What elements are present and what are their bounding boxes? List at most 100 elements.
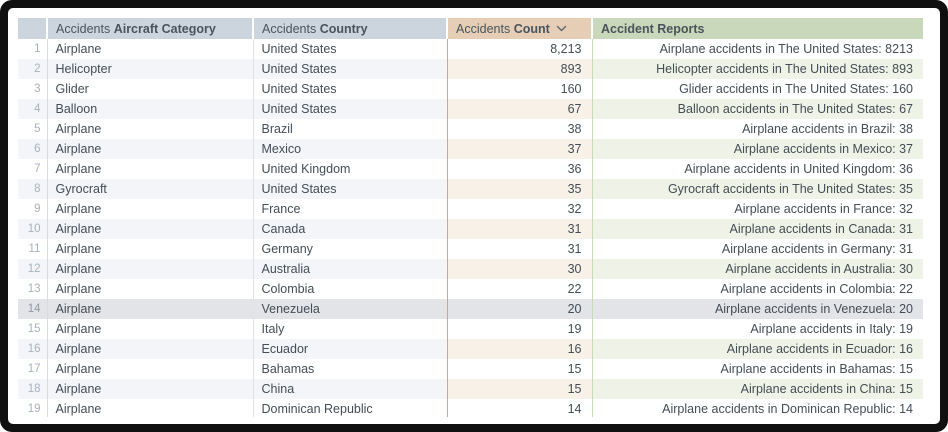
table-row[interactable]: 18 Airplane China 15 Airplane accidents in C…: [18, 379, 923, 399]
table-row[interactable]: 14 Airplane Venezuela 20 Airplane accidents …: [18, 299, 923, 319]
count-cell: 8,213: [447, 39, 593, 59]
table-row[interactable]: 12 Airplane Australia 30 Airplane accidents …: [18, 259, 923, 279]
accident-report-cell: Balloon accidents in The United States: …: [592, 99, 923, 119]
column-label: Country: [319, 21, 368, 36]
table-row[interactable]: 15 Airplane Italy 19 Airplane accidents in I…: [18, 319, 923, 339]
table-body: 1 Airplane United States 8,213 Airplane acci…: [18, 39, 923, 417]
table-row[interactable]: 5 Airplane Brazil 38 Airplane accidents in B…: [18, 119, 923, 139]
count-cell: 19: [447, 319, 593, 339]
country-cell: Ecuador: [253, 339, 448, 359]
row-number-cell: 19: [18, 399, 48, 417]
row-number-cell: 1: [18, 39, 48, 59]
accident-report-cell: Airplane accidents in Australia: 30: [592, 259, 923, 279]
table-row[interactable]: 9 Airplane France 32 Airplane accidents in F…: [18, 199, 923, 219]
country-cell: Venezuela: [253, 299, 448, 319]
country-cell: Mexico: [253, 139, 448, 159]
accident-report-cell: Airplane accidents in Dominican Republic…: [592, 399, 923, 417]
aircraft-category-cell: Airplane: [47, 319, 254, 339]
count-cell: 893: [447, 59, 593, 79]
count-cell: 15: [447, 359, 593, 379]
accident-report-cell: Airplane accidents in Canada: 31: [592, 219, 923, 239]
table-row[interactable]: 11 Airplane Germany 31 Airplane accidents in…: [18, 239, 923, 259]
accident-report-cell: Airplane accidents in Mexico: 37: [592, 139, 923, 159]
aircraft-category-cell: Helicopter: [47, 59, 254, 79]
aircraft-category-cell: Airplane: [47, 219, 254, 239]
country-cell: United States: [253, 179, 448, 199]
aircraft-category-cell: Airplane: [47, 199, 254, 219]
count-cell: 32: [447, 199, 593, 219]
country-cell: Australia: [253, 259, 448, 279]
aircraft-category-cell: Airplane: [47, 39, 254, 59]
accident-report-cell: Gyrocraft accidents in The United States…: [592, 179, 923, 199]
column-header-accident-reports[interactable]: Accident Reports: [592, 18, 923, 39]
column-header-country[interactable]: Accidents Country: [253, 18, 448, 39]
count-cell: 15: [447, 379, 593, 399]
country-cell: Bahamas: [253, 359, 448, 379]
count-cell: 35: [447, 179, 593, 199]
table-row[interactable]: 1 Airplane United States 8,213 Airplane acci…: [18, 39, 923, 59]
table-row[interactable]: 6 Airplane Mexico 37 Airplane accidents in M…: [18, 139, 923, 159]
table-row[interactable]: 17 Airplane Bahamas 15 Airplane accidents in…: [18, 359, 923, 379]
column-label: Count: [513, 22, 550, 36]
accident-report-cell: Airplane accidents in Ecuador: 16: [592, 339, 923, 359]
table-row[interactable]: 4 Balloon United States 67 Balloon accidents…: [18, 99, 923, 119]
row-number-cell: 17: [18, 359, 48, 379]
accident-report-cell: Airplane accidents in France: 32: [592, 199, 923, 219]
column-prefix: Accidents: [56, 21, 111, 36]
header-row: Accidents Aircraft Category Accidents Co…: [18, 18, 923, 39]
row-number-column-header: [18, 18, 48, 39]
accident-report-cell: Airplane accidents in Italy: 19: [592, 319, 923, 339]
row-number-cell: 16: [18, 339, 48, 359]
accident-report-cell: Airplane accidents in China: 15: [592, 379, 923, 399]
aircraft-category-cell: Airplane: [47, 139, 254, 159]
count-cell: 36: [447, 159, 593, 179]
country-cell: United Kingdom: [253, 159, 448, 179]
count-cell: 160: [447, 79, 593, 99]
country-cell: United States: [253, 39, 448, 59]
sort-descending-icon: [556, 18, 567, 38]
accidents-table-container: Accidents Aircraft Category Accidents Co…: [18, 18, 926, 417]
count-cell: 16: [447, 339, 593, 359]
row-number-cell: 3: [18, 79, 48, 99]
country-cell: Brazil: [253, 119, 448, 139]
aircraft-category-cell: Glider: [47, 79, 254, 99]
aircraft-category-cell: Airplane: [47, 279, 254, 299]
table-row[interactable]: 3 Glider United States 160 Glider accidents …: [18, 79, 923, 99]
table-row[interactable]: 8 Gyrocraft United States 35 Gyrocraft accid…: [18, 179, 923, 199]
count-cell: 14: [447, 399, 593, 417]
count-cell: 20: [447, 299, 593, 319]
aircraft-category-cell: Airplane: [47, 399, 254, 417]
country-cell: Italy: [253, 319, 448, 339]
table-row[interactable]: 13 Airplane Colombia 22 Airplane accidents i…: [18, 279, 923, 299]
aircraft-category-cell: Airplane: [47, 239, 254, 259]
table-row[interactable]: 10 Airplane Canada 31 Airplane accidents in …: [18, 219, 923, 239]
accident-report-cell: Airplane accidents in The United States:…: [592, 39, 923, 59]
column-header-aircraft-category[interactable]: Accidents Aircraft Category: [47, 18, 254, 39]
count-cell: 22: [447, 279, 593, 299]
aircraft-category-cell: Airplane: [47, 159, 254, 179]
accident-report-cell: Airplane accidents in Bahamas: 15: [592, 359, 923, 379]
aircraft-category-cell: Airplane: [47, 299, 254, 319]
row-number-cell: 11: [18, 239, 48, 259]
column-label: Accident Reports: [601, 21, 705, 36]
accident-report-cell: Airplane accidents in Germany: 31: [592, 239, 923, 259]
country-cell: United States: [253, 59, 448, 79]
accident-report-cell: Airplane accidents in Colombia: 22: [592, 279, 923, 299]
country-cell: United States: [253, 99, 448, 119]
aircraft-category-cell: Gyrocraft: [47, 179, 254, 199]
table-row[interactable]: 2 Helicopter United States 893 Helicopter ac…: [18, 59, 923, 79]
row-number-cell: 4: [18, 99, 48, 119]
row-number-cell: 10: [18, 219, 48, 239]
table-row[interactable]: 7 Airplane United Kingdom 36 Airplane accide…: [18, 159, 923, 179]
country-cell: United States: [253, 79, 448, 99]
row-number-cell: 18: [18, 379, 48, 399]
column-prefix: Accidents: [262, 21, 317, 36]
count-cell: 31: [447, 239, 593, 259]
country-cell: Canada: [253, 219, 448, 239]
count-cell: 30: [447, 259, 593, 279]
aircraft-category-cell: Airplane: [47, 339, 254, 359]
column-header-count[interactable]: Accidents Count: [447, 18, 593, 39]
table-row[interactable]: 16 Airplane Ecuador 16 Airplane accidents in…: [18, 339, 923, 359]
row-number-cell: 15: [18, 319, 48, 339]
table-row[interactable]: 19 Airplane Dominican Republic 14 Airplane a…: [18, 399, 923, 417]
